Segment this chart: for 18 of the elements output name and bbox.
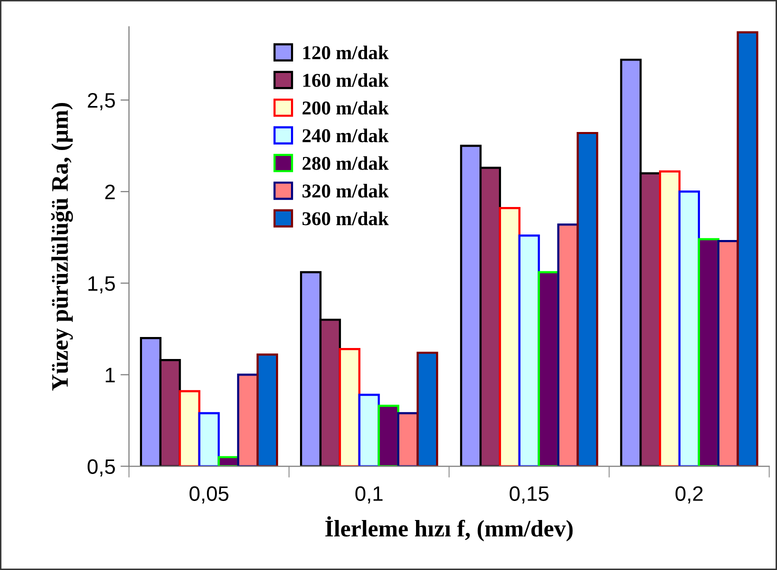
- x-tick-label: 0,1: [355, 486, 383, 504]
- x-axis-title: İlerleme hızı f, (mm/dev): [325, 516, 573, 542]
- legend-label: 240 m/dak: [302, 128, 389, 142]
- legend-label: 280 m/dak: [302, 156, 389, 170]
- y-tick-label: 0,5: [88, 459, 115, 476]
- x-tick-label: 0,2: [676, 486, 703, 504]
- legend-label: 160 m/dak: [303, 73, 389, 87]
- legend-label: 320 m/dak: [302, 184, 389, 198]
- x-tick-label: 0,05: [190, 486, 228, 504]
- legend-label: 120 m/dak: [303, 46, 389, 60]
- y-tick-label: 2: [105, 184, 115, 200]
- legend-label: 360 m/dak: [302, 212, 389, 226]
- x-tick-label: 0,15: [510, 486, 549, 504]
- y-tick-label: 1,5: [88, 276, 115, 294]
- legend-label: 200 m/dak: [302, 100, 389, 115]
- y-tick-label: 2,5: [88, 93, 115, 110]
- y-tick-label: 1: [106, 368, 115, 382]
- y-axis-title: Yüzey pürüzlülüğü Ra, (µm): [51, 103, 73, 391]
